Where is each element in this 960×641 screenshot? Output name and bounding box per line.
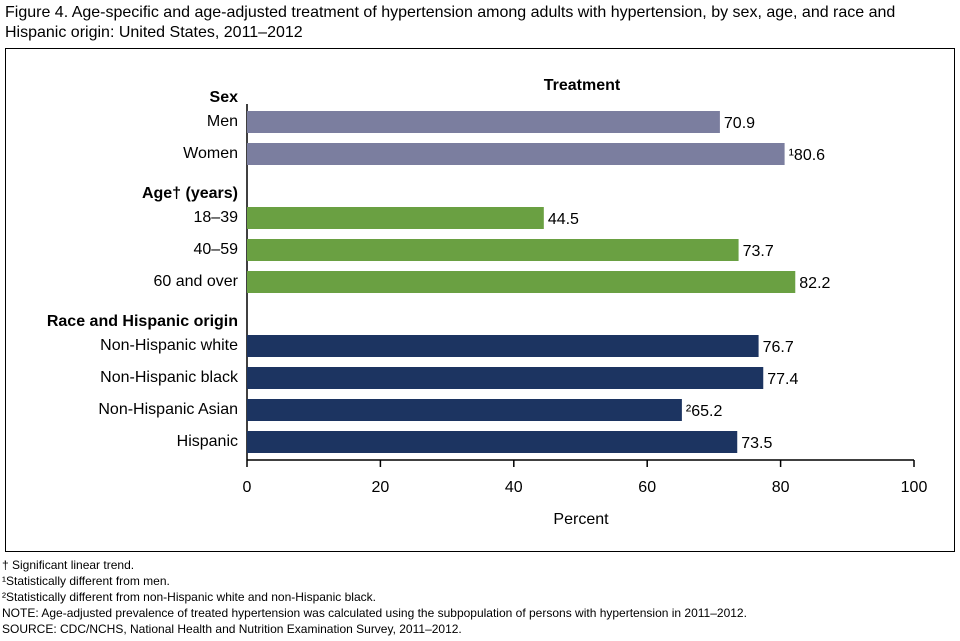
x-axis-label: Percent	[553, 511, 609, 528]
chart-title: Figure 4. Age-specific and age-adjusted …	[5, 4, 896, 41]
value-label: 73.7	[743, 243, 774, 260]
value-label: 70.9	[724, 115, 755, 132]
category-label: Women	[183, 145, 238, 162]
x-tick-label: 80	[772, 479, 790, 496]
bar	[247, 207, 544, 229]
group-heading: Race and Hispanic origin	[47, 313, 238, 330]
footnote: NOTE: Age-adjusted prevalence of treated…	[2, 606, 747, 620]
x-tick-label: 100	[901, 479, 928, 496]
value-label: ¹80.6	[789, 147, 826, 164]
group-heading: Sex	[210, 89, 239, 106]
value-label: 73.5	[741, 435, 772, 452]
category-label: Non-Hispanic Asian	[98, 401, 238, 418]
value-label: 82.2	[799, 275, 830, 292]
value-label: ²65.2	[686, 403, 723, 420]
value-label: 77.4	[767, 371, 798, 388]
category-label: Non-Hispanic black	[100, 369, 239, 386]
category-label: Men	[207, 113, 238, 130]
x-tick-label: 60	[638, 479, 656, 496]
footnote: ²Statistically different from non-Hispan…	[2, 590, 376, 604]
bar	[247, 399, 682, 421]
chart-subtitle: Treatment	[544, 77, 621, 94]
footnote: SOURCE: CDC/NCHS, National Health and Nu…	[2, 622, 462, 636]
category-label: 18–39	[194, 209, 239, 226]
value-label: 44.5	[548, 211, 579, 228]
group-heading: Age† (years)	[142, 185, 238, 202]
bar	[247, 239, 739, 261]
category-label: 60 and over	[153, 273, 238, 290]
x-tick-label: 40	[505, 479, 523, 496]
bar	[247, 431, 738, 453]
footnote: ¹Statistically different from men.	[2, 574, 170, 588]
chart-frame	[5, 48, 955, 552]
value-label: 76.7	[763, 339, 794, 356]
bar	[247, 271, 796, 293]
bar	[247, 111, 720, 133]
bar	[247, 335, 759, 357]
x-tick-label: 0	[243, 479, 252, 496]
bar	[247, 143, 785, 165]
footnote: † Significant linear trend.	[2, 558, 134, 572]
category-label: Hispanic	[177, 433, 238, 450]
x-tick-label: 20	[372, 479, 390, 496]
bar	[247, 367, 764, 389]
category-label: Non-Hispanic white	[100, 337, 238, 354]
category-label: 40–59	[194, 241, 239, 258]
